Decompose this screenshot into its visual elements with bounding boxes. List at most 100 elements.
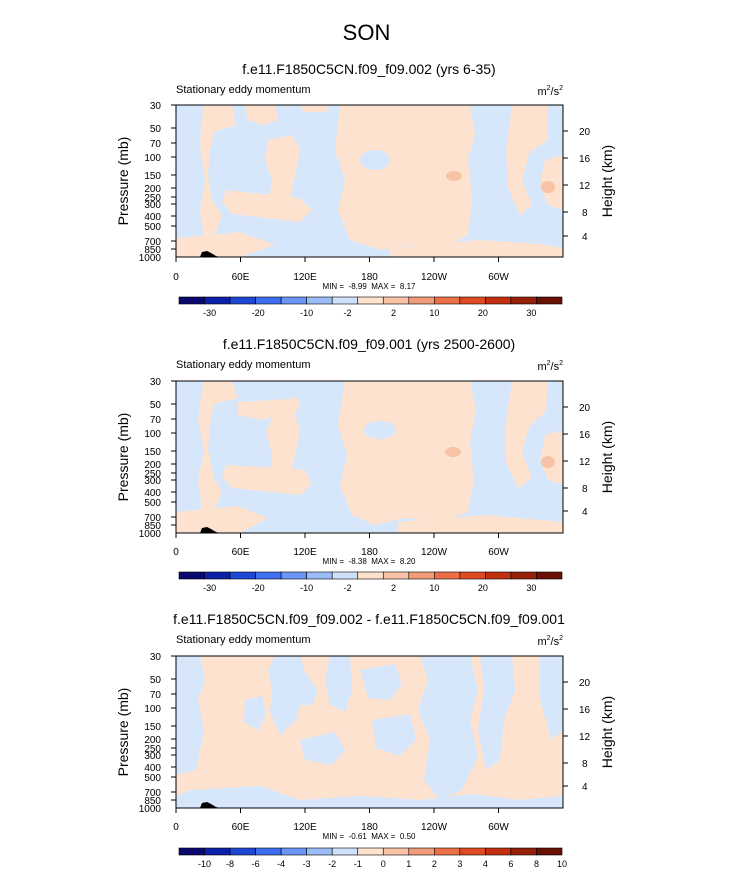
colorbar-box [331, 847, 359, 856]
panel-3-ytick-300: 300 [144, 751, 161, 762]
panel-1-positive-patch-90e [265, 135, 300, 214]
panel-3-x-ticks: 0 60E 120E 180 120W 60W [173, 822, 509, 833]
panel-2-ytick-1000: 1000 [139, 529, 162, 540]
colorbar-label: -30 [203, 308, 216, 318]
panel-3-ytick-500: 500 [144, 773, 161, 784]
panel-2-xtick-120w: 120W [421, 547, 448, 558]
panel-1-x-tick-marks [175, 257, 499, 262]
colorbar-box [306, 571, 333, 580]
colorbar-label: -30 [203, 583, 216, 593]
panel-2-local-max-130w [445, 447, 461, 457]
panel-1-ytick-200: 200 [144, 184, 161, 195]
colorbar-box [459, 571, 486, 580]
colorbar-box [485, 571, 512, 580]
panel-1-positive-lower-east [390, 240, 563, 257]
panel-2-y-tick-marks [171, 380, 568, 526]
colorbar-box [306, 296, 333, 305]
colorbar-box [485, 847, 512, 856]
panel-1-height-4: 4 [582, 232, 588, 243]
panel-3-ytick-50: 50 [150, 675, 162, 686]
panel-1-units: m2/s2 [537, 85, 563, 98]
panel-1-height-8: 8 [582, 208, 588, 219]
panel-3-ylabel: Pressure (mb) [115, 688, 131, 777]
colorbar-box [204, 847, 231, 856]
panel-1-ylabel-right: Height (km) [599, 145, 615, 217]
panel-2-positive-region-dateline [338, 381, 476, 525]
panel-2-ytick-50: 50 [150, 400, 162, 411]
panel-3-negative-80e [268, 656, 318, 735]
colorbar-label: -3 [303, 859, 311, 869]
panel-3-ytick-200: 200 [144, 735, 161, 746]
panel-3-ytick-30: 30 [150, 652, 162, 663]
colorbar-box [485, 296, 512, 305]
panel-2-local-max-20w [541, 456, 555, 468]
colorbar-label: 20 [478, 308, 488, 318]
colorbar-box [178, 847, 205, 856]
colorbar-label: -20 [252, 308, 265, 318]
panel-2-terrain [200, 527, 220, 533]
panel-3-negative-west-edge [176, 656, 205, 775]
colorbar-label: 8 [534, 859, 539, 869]
panel-2-stats: MIN = -8.38 MAX = 8.20 [323, 557, 416, 566]
colorbar-label: -10 [300, 308, 313, 318]
colorbar-label: -2 [328, 859, 336, 869]
panel-3-y-tick-marks [171, 655, 568, 801]
panel-3-xtick-180: 180 [361, 822, 378, 833]
colorbar-label: 10 [557, 859, 567, 869]
panel-1-title: f.e11.F1850C5CN.f09_f09.002 (yrs 6-35) [242, 61, 495, 77]
panel-3-xtick-0: 0 [173, 822, 179, 833]
panel-2-field [176, 381, 563, 533]
panel-3-ytick-1000: 1000 [139, 804, 162, 815]
colorbar-box [357, 847, 384, 856]
panel-1-right-ticks: 20 16 12 8 4 [579, 127, 591, 243]
panel-1-ytick-850: 850 [144, 245, 161, 256]
colorbar-box [229, 847, 256, 856]
colorbar-label: -20 [252, 583, 265, 593]
panel-1-positive-top-strip [300, 105, 330, 112]
colorbar-box [510, 571, 537, 580]
panel-2-height-20: 20 [579, 403, 591, 414]
panel-3-negative-column-120w [418, 656, 478, 800]
panel-3-negative-mid-160w [372, 714, 416, 756]
panel-2-ylabel-right: Height (km) [599, 421, 615, 493]
colorbar-box [255, 847, 282, 856]
panel-3-ytick-850: 850 [144, 796, 161, 807]
colorbar-box [204, 296, 231, 305]
panel-3-field [176, 656, 563, 808]
colorbar-label: 30 [526, 308, 536, 318]
panel-2-xtick-60e: 60E [232, 547, 250, 558]
panel-1-ytick-50: 50 [150, 124, 162, 135]
panel-1-y-ticks: 30 50 70 100 150 200 250 300 400 500 700… [139, 101, 162, 264]
panel-2-ytick-400: 400 [144, 488, 161, 499]
panel-2-ylabel: Pressure (mb) [115, 413, 131, 502]
panel-1-xtick-120w: 120W [421, 272, 448, 283]
panel-3-ylabel-right: Height (km) [599, 696, 615, 768]
panel-2-ytick-250: 250 [144, 469, 161, 480]
panel-3-negative-column-80w [478, 656, 515, 770]
panel-1-ytick-100: 100 [144, 153, 161, 164]
panel-1-field [176, 105, 563, 257]
panel-2-ytick-30: 30 [150, 377, 162, 388]
panel-3-title: f.e11.F1850C5CN.f09_f09.002 - f.e11.F185… [173, 611, 565, 627]
panel-1-height-20: 20 [579, 127, 591, 138]
panel-1: f.e11.F1850C5CN.f09_f09.002 (yrs 6-35) S… [115, 61, 615, 318]
panel-1-local-max-20w [541, 181, 555, 193]
colorbar-label: -2 [344, 583, 352, 593]
colorbar-label: 10 [429, 583, 439, 593]
panel-3: f.e11.F1850C5CN.f09_f09.002 - f.e11.F185… [115, 611, 615, 869]
panel-2-y-ticks: 30 50 70 100 150 200 250 300 400 500 700… [139, 377, 162, 540]
colorbar-label: 4 [483, 859, 488, 869]
colorbar-box [408, 847, 435, 856]
panel-1-positive-band-300mb [222, 190, 312, 222]
colorbar-label: 20 [478, 583, 488, 593]
panel-2: f.e11.F1850C5CN.f09_f09.001 (yrs 2500-26… [115, 336, 615, 593]
panel-2-units: m2/s2 [537, 360, 563, 373]
colorbar-label: -6 [252, 859, 260, 869]
panel-1-ytick-700: 700 [144, 237, 161, 248]
panel-2-positive-lower-west [176, 506, 268, 533]
panel-3-ytick-150: 150 [144, 722, 161, 733]
colorbar-label: 3 [457, 859, 462, 869]
panel-1-terrain [200, 251, 220, 257]
colorbar-box [510, 847, 537, 856]
